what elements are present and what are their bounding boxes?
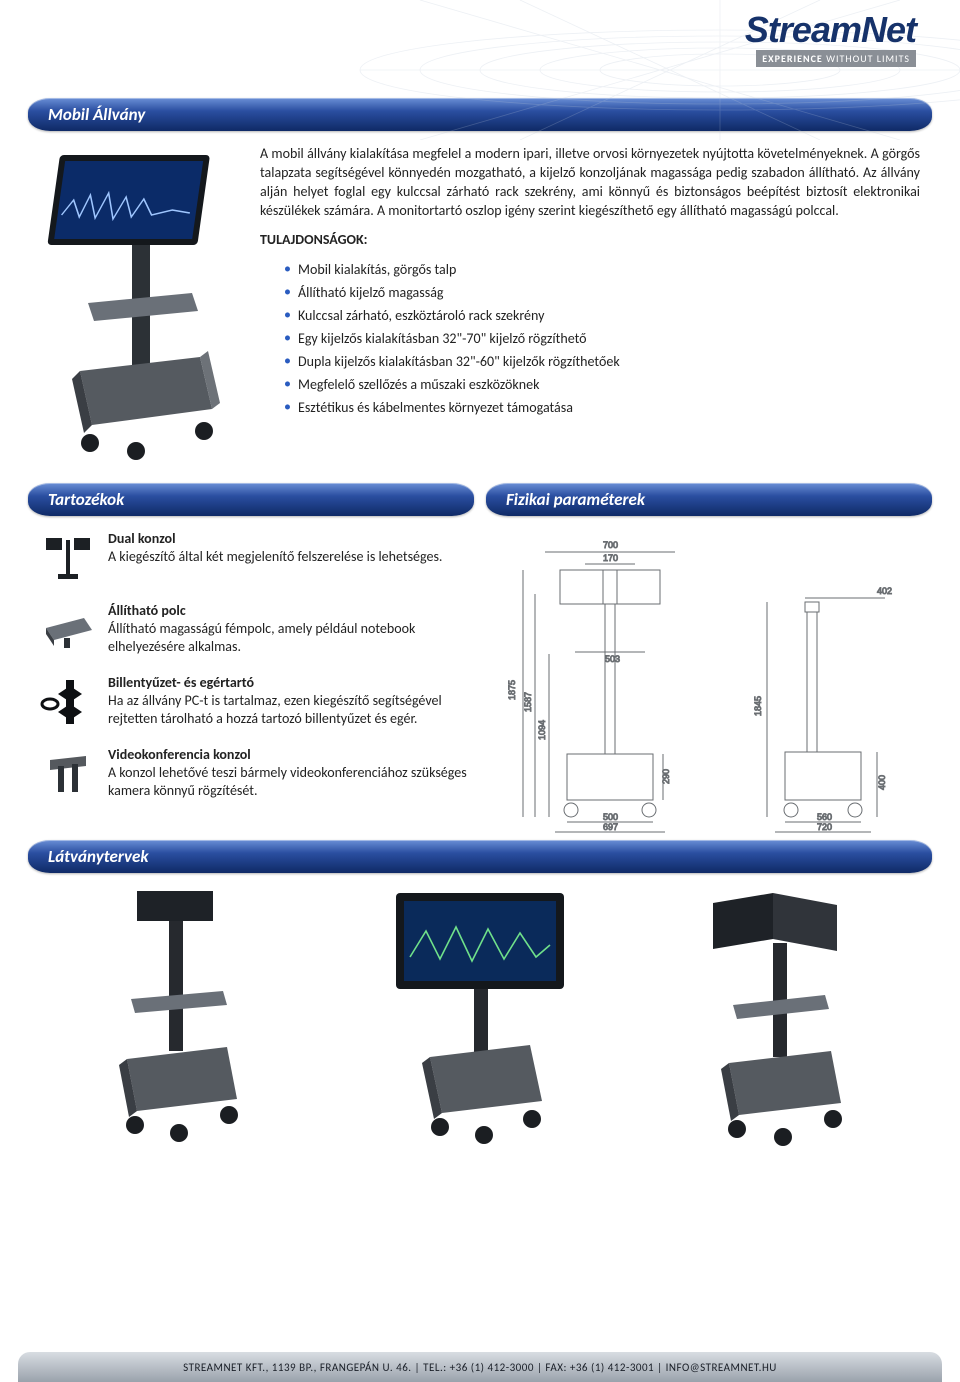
accessory-text: Állítható polc Állítható magasságú fémpo… bbox=[108, 602, 470, 658]
features-list: Mobil kialakítás, görgős talp Állítható … bbox=[260, 259, 920, 419]
accessory-text: Billentyűzet- és egértartó Ha az állvány… bbox=[108, 674, 470, 730]
brand-name: StreamNet bbox=[745, 12, 916, 48]
accessories-bar: Tartozékok bbox=[28, 483, 474, 516]
accessory-item: Állítható polc Állítható magasságú fémpo… bbox=[40, 602, 470, 658]
videoconf-bracket-icon bbox=[40, 746, 96, 802]
feature-item: Megfelelő szellőzés a műszaki eszközökne… bbox=[284, 374, 920, 397]
footer: STREAMNET KFT., 1139 BP., FRANGEPÁN U. 4… bbox=[18, 1352, 942, 1382]
dual-bracket-icon bbox=[40, 530, 96, 586]
accessory-item: Videokonferencia konzol A konzol lehetőv… bbox=[40, 746, 470, 802]
svg-text:1094: 1094 bbox=[537, 720, 547, 740]
accessory-item: Billentyűzet- és egértartó Ha az állvány… bbox=[40, 674, 470, 730]
svg-text:400: 400 bbox=[877, 775, 887, 790]
accessory-title: Dual konzol bbox=[108, 530, 442, 548]
renders-row bbox=[0, 873, 960, 1147]
renders-section: Látványtervek bbox=[0, 840, 960, 873]
svg-text:720: 720 bbox=[817, 822, 832, 832]
svg-text:290: 290 bbox=[661, 769, 671, 784]
svg-text:700: 700 bbox=[603, 540, 618, 550]
keyboard-mouse-holder-icon bbox=[40, 674, 96, 730]
brand-tagline: EXPERIENCE WITHOUT LIMITS bbox=[756, 50, 916, 67]
feature-item: Kulccsal zárható, eszköztároló rack szek… bbox=[284, 305, 920, 328]
svg-text:500: 500 bbox=[603, 812, 618, 822]
features-title: TULAJDONSÁGOK: bbox=[260, 231, 920, 250]
technical-drawing: 700 170 503 500 697 1875 1587 1094 bbox=[490, 530, 920, 834]
svg-text:560: 560 bbox=[817, 812, 832, 822]
svg-text:1587: 1587 bbox=[523, 692, 533, 712]
render-dual bbox=[653, 887, 913, 1147]
svg-text:402: 402 bbox=[877, 586, 892, 596]
accessory-desc: Állítható magasságú fémpolc, amely példá… bbox=[108, 620, 470, 656]
accessory-title: Videokonferencia konzol bbox=[108, 746, 470, 764]
svg-text:503: 503 bbox=[605, 654, 620, 664]
svg-text:1845: 1845 bbox=[753, 696, 763, 716]
brand-logo: StreamNet EXPERIENCE WITHOUT LIMITS bbox=[745, 12, 916, 67]
svg-text:1875: 1875 bbox=[507, 680, 517, 700]
svg-text:170: 170 bbox=[603, 553, 618, 563]
intro-paragraph: A mobil állvány kialakítása megfelel a m… bbox=[260, 145, 920, 221]
product-image bbox=[40, 145, 240, 475]
footer-text: STREAMNET KFT., 1139 BP., FRANGEPÁN U. 4… bbox=[183, 1361, 777, 1374]
accessory-title: Billentyűzet- és egértartó bbox=[108, 674, 470, 692]
drawing-side: 402 560 720 1845 400 bbox=[745, 534, 905, 834]
renders-bar: Látványtervek bbox=[28, 840, 932, 873]
subsection-bars: Tartozékok Fizikai paraméterek bbox=[28, 483, 932, 516]
accessory-title: Állítható polc bbox=[108, 602, 470, 620]
intro-text: A mobil állvány kialakítása megfelel a m… bbox=[260, 145, 920, 475]
feature-item: Esztétikus és kábelmentes környezet támo… bbox=[284, 397, 920, 420]
physical-bar: Fizikai paraméterek bbox=[486, 483, 932, 516]
feature-item: Dupla kijelzős kialakításban 32"-60" kij… bbox=[284, 351, 920, 374]
accessory-text: Dual konzol A kiegészítő által két megje… bbox=[108, 530, 442, 586]
render-front-monitor bbox=[350, 887, 610, 1147]
render-back bbox=[47, 887, 307, 1147]
accessory-desc: Ha az állvány PC-t is tartalmaz, ezen ki… bbox=[108, 692, 470, 728]
feature-item: Állítható kijelző magasság bbox=[284, 282, 920, 305]
intro-row: A mobil állvány kialakítása megfelel a m… bbox=[0, 131, 960, 475]
svg-text:697: 697 bbox=[603, 822, 618, 832]
accessory-desc: A kiegészítő által két megjelenítő felsz… bbox=[108, 548, 442, 566]
shelf-icon bbox=[40, 602, 96, 658]
accessory-item: Dual konzol A kiegészítő által két megje… bbox=[40, 530, 470, 586]
accessory-desc: A konzol lehetővé teszi bármely videokon… bbox=[108, 764, 470, 800]
mid-row: Dual konzol A kiegészítő által két megje… bbox=[0, 516, 960, 834]
accessories-list: Dual konzol A kiegészítő által két megje… bbox=[40, 530, 470, 834]
feature-item: Egy kijelzős kialakításban 32"-70" kijel… bbox=[284, 328, 920, 351]
feature-item: Mobil kialakítás, görgős talp bbox=[284, 259, 920, 282]
accessory-text: Videokonferencia konzol A konzol lehetőv… bbox=[108, 746, 470, 802]
drawing-front: 700 170 503 500 697 1875 1587 1094 bbox=[505, 534, 715, 834]
